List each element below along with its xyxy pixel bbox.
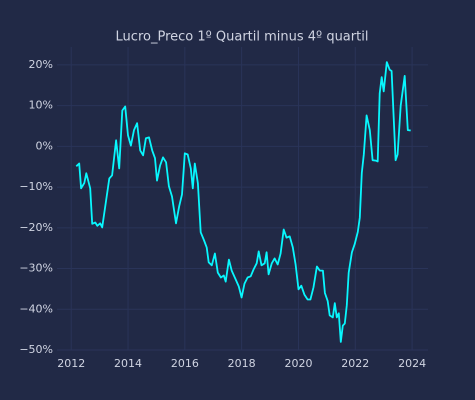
y-tick-label: 0% — [36, 139, 53, 152]
x-tick-label: 2016 — [171, 357, 199, 370]
x-tick-label: 2020 — [284, 357, 312, 370]
y-tick-label: −20% — [19, 221, 53, 234]
y-tick-label: −40% — [19, 302, 53, 315]
y-tick-label: −30% — [19, 262, 53, 275]
x-tick-label: 2022 — [341, 357, 369, 370]
x-tick-label: 2024 — [398, 357, 426, 370]
y-tick-label: −50% — [19, 343, 53, 356]
data-line — [75, 61, 411, 343]
chart-title: Lucro_Preco 1º Quartil minus 4º quartil — [116, 30, 369, 45]
y-tick-label: −10% — [19, 180, 53, 193]
y-tick-label: 10% — [29, 99, 53, 112]
y-tick-label: 20% — [29, 58, 53, 71]
x-tick-label: 2012 — [57, 357, 85, 370]
x-tick-label: 2018 — [228, 357, 256, 370]
x-tick-label: 2014 — [114, 357, 142, 370]
